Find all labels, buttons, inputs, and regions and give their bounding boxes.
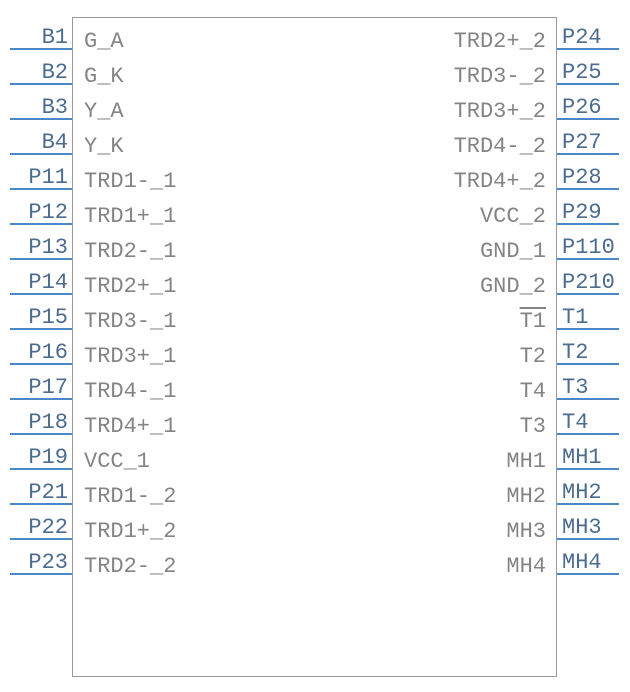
pin-inner-label: TRD3+_2 bbox=[454, 99, 546, 124]
pin-inner-label: TRD1-_1 bbox=[84, 169, 176, 194]
pin-outer-label: P110 bbox=[562, 235, 615, 260]
pin-outer-label: P16 bbox=[28, 340, 68, 365]
pin-inner-label: G_A bbox=[84, 29, 124, 54]
pin-inner-label: TRD4-_2 bbox=[454, 134, 546, 159]
pin-inner-label: TRD4-_1 bbox=[84, 379, 176, 404]
pin-outer-label: T3 bbox=[562, 375, 588, 400]
pin-outer-label: P29 bbox=[562, 200, 602, 225]
pin-outer-label: P17 bbox=[28, 375, 68, 400]
pin-inner-label: T2 bbox=[520, 344, 546, 369]
pin-outer-label: P210 bbox=[562, 270, 615, 295]
pin-inner-label: GND_2 bbox=[480, 274, 546, 299]
pin-outer-label: MH4 bbox=[562, 550, 602, 575]
pin-outer-label: P18 bbox=[28, 410, 68, 435]
pin-outer-label: P26 bbox=[562, 95, 602, 120]
pin-inner-label: T4 bbox=[520, 379, 546, 404]
pin-inner-label: TRD3+_1 bbox=[84, 344, 176, 369]
pin-inner-label: MH4 bbox=[506, 554, 546, 579]
pin-inner-label: TRD1+_1 bbox=[84, 204, 176, 229]
schematic-canvas: B1 G_A B2 G_K B3 Y_A B4 Y_K P11 TRD1-_1 P12 TRD1+_1… bbox=[0, 0, 630, 692]
pin-outer-label: P22 bbox=[28, 515, 68, 540]
pin-inner-label: T1 bbox=[520, 309, 546, 334]
pin-outer-label: P11 bbox=[28, 165, 68, 190]
pin-inner-label: TRD1+_2 bbox=[84, 519, 176, 544]
pin-inner-label: TRD2-_1 bbox=[84, 239, 176, 264]
pin-inner-label: MH3 bbox=[506, 519, 546, 544]
pin-outer-label: P27 bbox=[562, 130, 602, 155]
pin-inner-label: TRD1-_2 bbox=[84, 484, 176, 509]
pin-inner-label: TRD3-_1 bbox=[84, 309, 176, 334]
pin-outer-label: P12 bbox=[28, 200, 68, 225]
pin-outer-label: MH3 bbox=[562, 515, 602, 540]
pin-outer-label: P21 bbox=[28, 480, 68, 505]
pin-outer-label: P28 bbox=[562, 165, 602, 190]
pin-outer-label: P24 bbox=[562, 25, 602, 50]
pin-outer-label: T2 bbox=[562, 340, 588, 365]
pin-outer-label: P13 bbox=[28, 235, 68, 260]
pin-outer-label: B4 bbox=[42, 130, 68, 155]
pin-inner-label: GND_1 bbox=[480, 239, 546, 264]
pin-outer-label: B3 bbox=[42, 95, 68, 120]
pin-inner-label: TRD2-_2 bbox=[84, 554, 176, 579]
pin-outer-label: B2 bbox=[42, 60, 68, 85]
pin-inner-label: TRD2+_1 bbox=[84, 274, 176, 299]
pin-inner-label: VCC_1 bbox=[84, 449, 150, 474]
pin-inner-label: MH1 bbox=[506, 449, 546, 474]
pin-inner-label: Y_K bbox=[84, 134, 124, 159]
pin-outer-label: P14 bbox=[28, 270, 68, 295]
pin-inner-label: Y_A bbox=[84, 99, 124, 124]
pin-outer-label: P25 bbox=[562, 60, 602, 85]
pin-outer-label: T1 bbox=[562, 305, 588, 330]
pin-outer-label: MH2 bbox=[562, 480, 602, 505]
pin-inner-label: TRD4+_1 bbox=[84, 414, 176, 439]
pin-inner-label: VCC_2 bbox=[480, 204, 546, 229]
pin-outer-label: MH1 bbox=[562, 445, 602, 470]
pin-inner-label: TRD2+_2 bbox=[454, 29, 546, 54]
pin-inner-label: TRD3-_2 bbox=[454, 64, 546, 89]
pin-inner-label: T3 bbox=[520, 414, 546, 439]
pin-inner-label: TRD4+_2 bbox=[454, 169, 546, 194]
pin-inner-label: G_K bbox=[84, 64, 124, 89]
pin-outer-label: P15 bbox=[28, 305, 68, 330]
pin-outer-label: B1 bbox=[42, 25, 68, 50]
pin-inner-label: MH2 bbox=[506, 484, 546, 509]
pin-outer-label: T4 bbox=[562, 410, 588, 435]
pin-outer-label: P19 bbox=[28, 445, 68, 470]
pin-outer-label: P23 bbox=[28, 550, 68, 575]
